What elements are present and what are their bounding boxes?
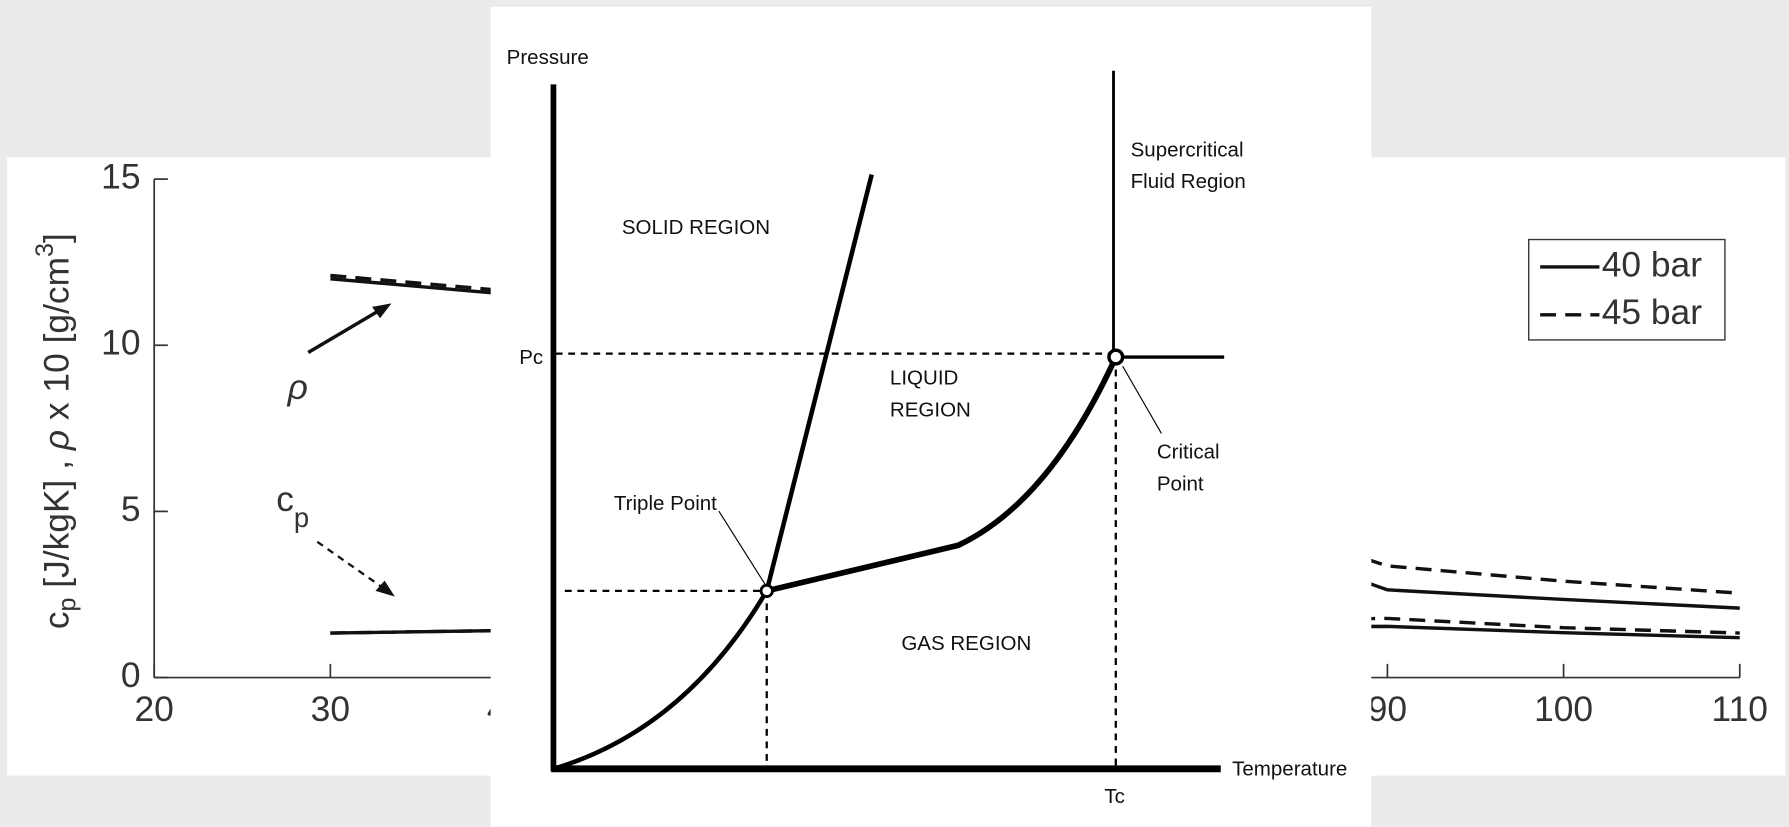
x-tick-label: 20 xyxy=(135,690,174,729)
legend-box xyxy=(1528,238,1726,341)
x-tick-label: 110 xyxy=(1712,690,1768,729)
ylabel-part: ρ xyxy=(38,430,77,451)
region-label: REGION xyxy=(890,398,971,421)
phase-diagram: Pressure Temperature SOLID REGION LIQUID… xyxy=(490,6,1372,827)
diagram-bg xyxy=(490,6,1372,827)
legend-label: 40 bar xyxy=(1602,245,1702,284)
region-label: GAS REGION xyxy=(901,632,1031,655)
legend-label: 45 bar xyxy=(1602,293,1702,332)
ylabel-part: [J/kgK] , xyxy=(38,450,77,597)
y-tick-label: 10 xyxy=(101,324,140,363)
x-tick-label: 30 xyxy=(311,690,350,729)
diagram-lines xyxy=(550,70,1225,773)
ylabel-part: x 10 [g/cm xyxy=(38,257,77,430)
ylabel-part: ] xyxy=(38,233,77,243)
y-axis-title: Pressure xyxy=(507,46,589,69)
series-line xyxy=(330,616,1740,635)
ylabel-part: c xyxy=(38,612,77,630)
arrowhead xyxy=(375,580,395,597)
arrowhead xyxy=(372,303,392,319)
series-line xyxy=(330,277,1740,610)
point-label: Triple Point xyxy=(614,492,717,515)
rho-arrow xyxy=(307,306,385,354)
region-label: LIQUID xyxy=(890,366,958,389)
point-label: Point xyxy=(1157,472,1204,495)
region-label: Supercritical xyxy=(1131,138,1244,161)
tc-label: Tc xyxy=(1104,785,1125,808)
point-label: Critical xyxy=(1157,441,1220,464)
x-axis-title: Temperature xyxy=(1232,758,1347,781)
cp-part: p xyxy=(294,502,309,533)
y-tick-label: 5 xyxy=(121,490,141,529)
rho-label: ρ xyxy=(287,368,308,407)
x-tick-label: 100 xyxy=(1534,690,1593,729)
pc-label: Pc xyxy=(519,346,543,369)
cp-label: cp xyxy=(276,480,309,533)
ylabel-part: p xyxy=(53,598,81,612)
cp-part: c xyxy=(276,480,294,519)
x-tick-label: 90 xyxy=(1368,690,1407,729)
ylabel-part: 3 xyxy=(30,243,58,257)
series-line xyxy=(330,273,1740,595)
cp-arrow xyxy=(316,540,387,591)
region-label: SOLID REGION xyxy=(622,216,770,239)
region-label: Fluid Region xyxy=(1131,170,1246,193)
y-axis-label: cp [J/kgK] , ρ x 10 [g/cm3] xyxy=(30,233,81,629)
y-tick-label: 0 xyxy=(121,656,141,695)
y-tick-label: 15 xyxy=(101,157,140,196)
